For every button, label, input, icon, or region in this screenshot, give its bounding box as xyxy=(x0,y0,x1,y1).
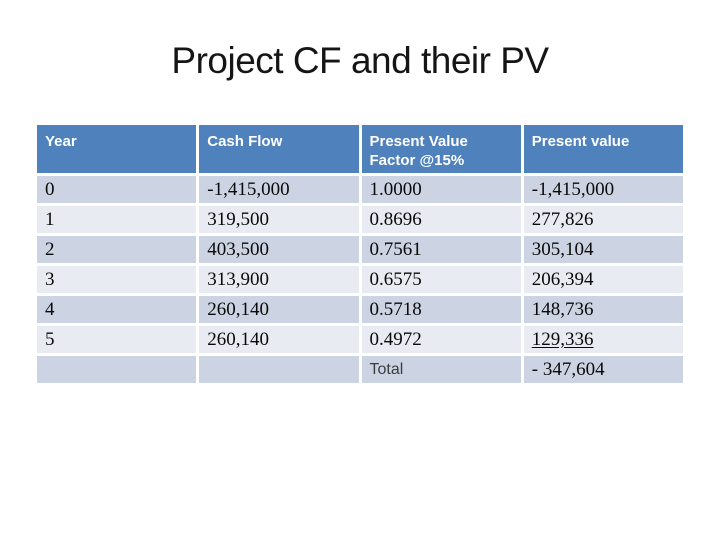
table-cell: 260,140 xyxy=(199,296,359,323)
table-cell: 206,394 xyxy=(523,266,683,293)
table-cell: 403,500 xyxy=(199,236,359,263)
table-cell: 3 xyxy=(37,266,197,293)
underlined-subtotal-value: 129,336 xyxy=(523,326,683,353)
table-header-row: Year Cash Flow Present Value Factor @15%… xyxy=(37,125,683,173)
table-cell: 0 xyxy=(37,176,197,203)
table-row-year-0: 0 -1,415,000 1.0000 -1,415,000 xyxy=(37,176,683,203)
table-row-year-5: 5 260,140 0.4972 129,336 xyxy=(37,326,683,353)
table-cell: 1.0000 xyxy=(361,176,521,203)
table-cell: 4 xyxy=(37,296,197,323)
table-cell-empty xyxy=(199,356,359,383)
table-cell: 0.7561 xyxy=(361,236,521,263)
column-header-cash-flow: Cash Flow xyxy=(199,125,359,173)
table-cell: -1,415,000 xyxy=(199,176,359,203)
total-label: Total xyxy=(361,356,521,383)
table-cell: 0.6575 xyxy=(361,266,521,293)
table-cell-empty xyxy=(37,356,197,383)
table-cell: 313,900 xyxy=(199,266,359,293)
table-cell: -1,415,000 xyxy=(523,176,683,203)
table-cell: 5 xyxy=(37,326,197,353)
total-value: - 347,604 xyxy=(523,356,683,383)
cashflow-pv-table: Year Cash Flow Present Value Factor @15%… xyxy=(37,125,683,386)
table-cell: 0.5718 xyxy=(361,296,521,323)
table-cell: 1 xyxy=(37,206,197,233)
slide-title: Project CF and their PV xyxy=(171,40,549,81)
table-cell: 148,736 xyxy=(523,296,683,323)
table-cell: 2 xyxy=(37,236,197,263)
table-cell: 305,104 xyxy=(523,236,683,263)
column-header-year: Year xyxy=(37,125,197,173)
table-cell: 0.8696 xyxy=(361,206,521,233)
table-cell: 0.4972 xyxy=(361,326,521,353)
table-row-year-2: 2 403,500 0.7561 305,104 xyxy=(37,236,683,263)
table-cell: 260,140 xyxy=(199,326,359,353)
table-cell: 277,826 xyxy=(523,206,683,233)
table-cell: 319,500 xyxy=(199,206,359,233)
column-header-pv-factor: Present Value Factor @15% xyxy=(361,125,521,173)
table-row-year-1: 1 319,500 0.8696 277,826 xyxy=(37,206,683,233)
table-total-row: Total - 347,604 xyxy=(37,356,683,383)
table-row-year-4: 4 260,140 0.5718 148,736 xyxy=(37,296,683,323)
column-header-present-value: Present value xyxy=(523,125,683,173)
table-row-year-3: 3 313,900 0.6575 206,394 xyxy=(37,266,683,293)
